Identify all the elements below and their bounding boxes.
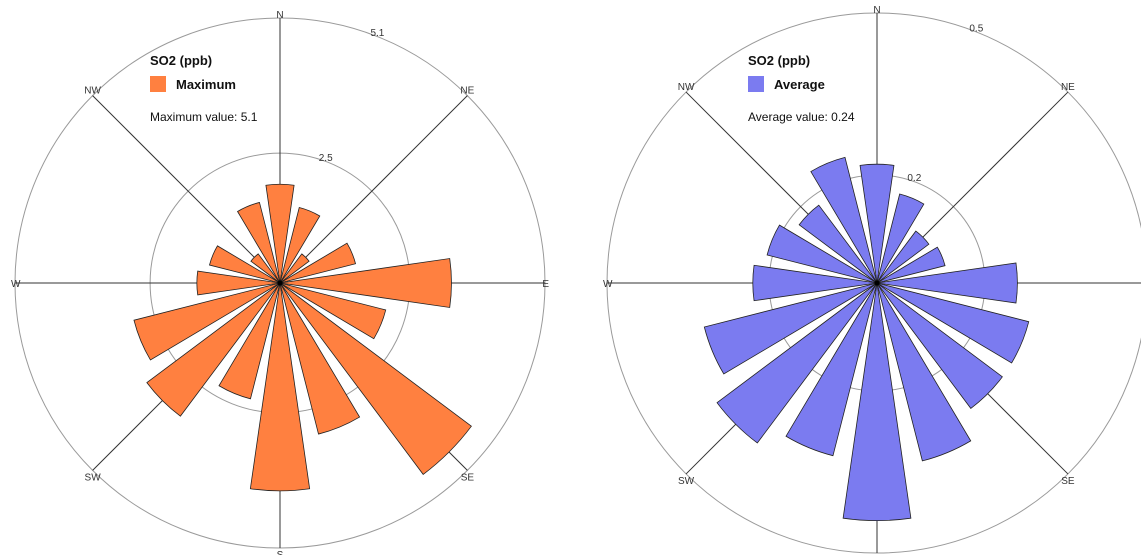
petal-315	[798, 204, 878, 284]
petal-45	[876, 230, 930, 284]
petal-225	[146, 282, 281, 417]
center-dot	[277, 280, 283, 286]
petal-0	[265, 183, 295, 284]
petal-292-5	[766, 224, 878, 284]
summary-value-text: Maximum value: 5.1	[150, 110, 258, 124]
summary-value-text: Average value: 0.24	[748, 110, 855, 124]
petal-157-5	[876, 282, 972, 462]
legend: SO2 (ppb) Maximum Maximum value: 5.1	[150, 53, 258, 124]
legend-title: SO2 (ppb)	[150, 53, 212, 68]
compass-label-ne: NE	[460, 86, 474, 97]
petal-67-5	[279, 242, 357, 284]
petal-292-5	[209, 245, 281, 284]
petal-135	[876, 282, 1003, 409]
compass-label-w: W	[603, 279, 613, 290]
compass-label-sw: SW	[85, 472, 102, 483]
legend-item-label: Maximum	[176, 77, 236, 92]
legend-title: SO2 (ppb)	[748, 53, 810, 68]
legend-swatch	[150, 76, 166, 92]
petal-202-5	[218, 282, 281, 400]
petal-135	[279, 282, 472, 475]
legend: SO2 (ppb) Average Average value: 0.24	[748, 53, 855, 124]
petal-315	[250, 253, 281, 284]
petal-22-5	[279, 206, 321, 284]
compass-label-sw: SW	[678, 476, 695, 487]
compass-label-s: S	[277, 550, 284, 555]
petal-337-5	[810, 156, 878, 284]
spoke-nw	[92, 95, 281, 284]
center-dot	[874, 280, 880, 286]
petal-247-5	[703, 282, 878, 375]
petal-202-5	[785, 282, 878, 457]
compass-label-n: N	[276, 10, 283, 21]
petal-180	[249, 282, 311, 492]
ring-label-5-1: 5.1	[370, 28, 384, 39]
petal-112-5	[279, 282, 387, 340]
compass-label-se: SE	[461, 472, 475, 483]
petal-0	[859, 163, 895, 284]
compass-label-nw: NW	[678, 82, 695, 93]
spoke-ne	[279, 95, 468, 284]
ring-label-2-5: 2.5	[319, 153, 333, 164]
rose-chart-maximum: N NE E SE S SW W NW 2.5 5.1 SO2 (ppb) Maximum Maximu…	[11, 10, 549, 555]
ring-label-0-5: 0.5	[969, 24, 983, 35]
compass-label-nw: NW	[84, 86, 101, 97]
compass-label-se: SE	[1061, 476, 1075, 487]
petal-112-5	[876, 282, 1030, 364]
petal-22-5	[876, 193, 925, 284]
petal-270	[196, 270, 281, 296]
petal-180	[842, 282, 912, 521]
compass-label-w: W	[11, 279, 21, 290]
petal-90	[279, 258, 452, 308]
petal-45	[279, 253, 310, 284]
petal-67-5	[876, 246, 946, 284]
petal-337-5	[237, 201, 281, 284]
legend-swatch	[748, 76, 764, 92]
petal-225	[716, 282, 878, 444]
petal-270	[752, 264, 878, 302]
compass-label-n: N	[873, 5, 880, 16]
ring-label-0-2: 0.2	[907, 173, 921, 184]
petal-157-5	[279, 282, 361, 435]
compass-label-ne: NE	[1061, 82, 1075, 93]
compass-label-e: E	[542, 279, 549, 290]
petal-247-5	[133, 282, 281, 361]
petal-90	[876, 262, 1018, 304]
legend-item-label: Average	[774, 77, 825, 92]
